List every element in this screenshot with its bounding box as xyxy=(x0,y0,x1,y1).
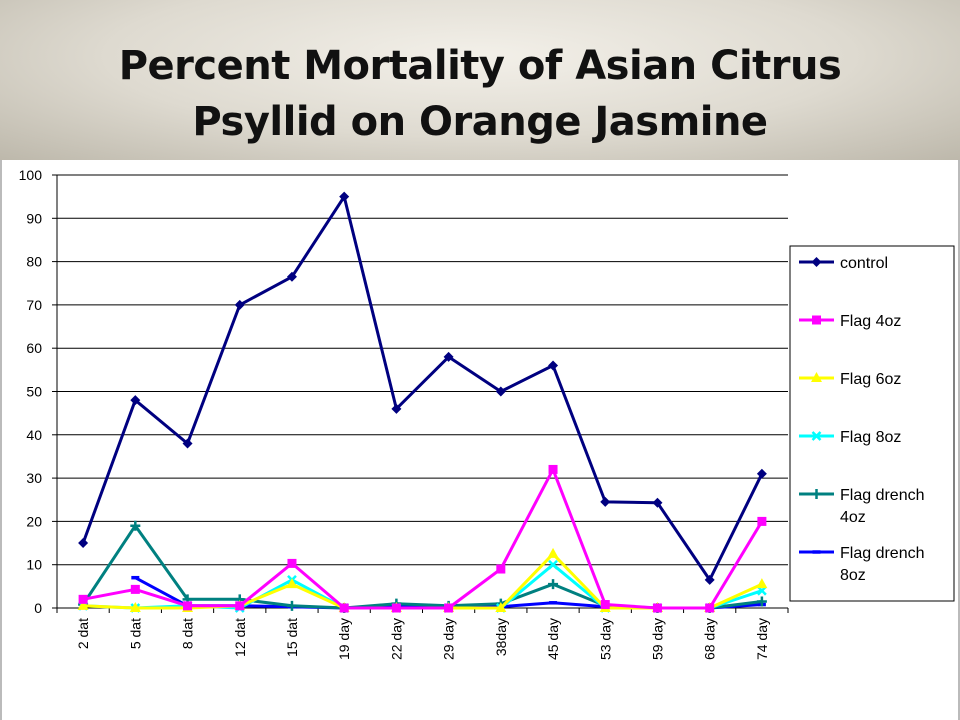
series-flag-drench-4oz xyxy=(78,520,767,613)
data-point xyxy=(130,520,141,531)
chart-title-line-1: Percent Mortality of Asian Citrus xyxy=(118,43,842,89)
data-point xyxy=(339,603,349,613)
x-tick-label: 12 dat xyxy=(232,618,248,657)
x-tick-label: 53 day xyxy=(597,618,613,660)
series-line xyxy=(82,467,764,610)
data-point xyxy=(182,438,193,449)
line-chart: 0 10 20 30 40 50 60 70 80 90 100 2 dat 5 dat 8 dat 12 … xyxy=(19,167,955,660)
series-line xyxy=(81,524,763,610)
y-tick-label: 90 xyxy=(26,210,42,226)
y-tick-label: 80 xyxy=(26,254,42,270)
x-tick-label: 2 dat xyxy=(75,618,91,649)
legend-label: Flag drench xyxy=(840,487,925,504)
x-tick-label: 74 day xyxy=(754,618,770,660)
data-point xyxy=(811,257,822,267)
y-tick-label: 60 xyxy=(26,340,42,356)
legend: control Flag 4oz Flag 6oz Flag 8oz Flag dren… xyxy=(789,245,955,602)
y-tick-label: 10 xyxy=(26,557,42,573)
data-point xyxy=(652,603,662,613)
x-tick-labels: 2 dat 5 dat 8 dat 12 dat 15 dat 19 day 22 day 2… xyxy=(75,618,770,660)
data-point xyxy=(339,191,350,202)
data-point xyxy=(235,601,245,611)
y-tick-label: 50 xyxy=(26,384,42,400)
legend-label: 8oz xyxy=(840,567,866,584)
data-point xyxy=(705,603,715,613)
series-line xyxy=(81,195,764,582)
data-point xyxy=(443,351,454,362)
legend-label: Flag drench xyxy=(840,545,925,562)
x-tick-label: 15 dat xyxy=(284,618,300,657)
data-point xyxy=(286,600,297,611)
data-point xyxy=(496,564,506,574)
data-point xyxy=(495,386,506,397)
data-point xyxy=(287,558,297,568)
chart-title: Percent Mortality of Asian Citrus Psylli… xyxy=(0,38,960,150)
data-point xyxy=(704,574,715,585)
x-tick-label: 5 dat xyxy=(127,618,143,649)
legend-item: Flag 8oz xyxy=(799,429,901,446)
data-point xyxy=(444,603,454,613)
data-point xyxy=(600,600,610,610)
data-point xyxy=(78,594,88,604)
chart-title-line-2: Psyllid on Orange Jasmine xyxy=(192,99,768,145)
data-point xyxy=(756,578,768,589)
x-tick-label: 29 day xyxy=(441,618,457,660)
x-tick-label: 68 day xyxy=(702,618,718,660)
chart-area: 0 10 20 30 40 50 60 70 80 90 100 2 dat 5 dat 8 dat 12 … xyxy=(0,160,960,720)
series-flag-4oz xyxy=(78,464,767,613)
x-tick-label: 45 day xyxy=(545,618,561,660)
data-point xyxy=(391,403,402,414)
legend-box xyxy=(789,245,955,602)
legend-item: Flag 6oz xyxy=(799,371,901,388)
data-point xyxy=(811,489,822,499)
data-point xyxy=(129,602,141,612)
data-point xyxy=(600,496,611,507)
y-tick-label: 70 xyxy=(26,297,42,313)
data-point xyxy=(548,464,558,474)
data-point xyxy=(234,299,245,310)
data-point xyxy=(756,468,767,479)
data-point xyxy=(183,601,193,611)
data-point xyxy=(286,271,297,282)
data-point xyxy=(548,579,559,590)
data-point xyxy=(547,547,559,558)
y-tick-label: 100 xyxy=(19,167,43,183)
y-tick-label: 20 xyxy=(26,513,42,529)
data-point xyxy=(548,360,559,371)
x-tick-label: 19 day xyxy=(336,618,352,660)
x-tick-label: 22 day xyxy=(388,618,404,660)
data-point xyxy=(756,596,767,607)
x-tick-label: 8 dat xyxy=(180,618,196,649)
data-point xyxy=(757,516,767,526)
slide-header: Percent Mortality of Asian Citrus Psylli… xyxy=(0,0,960,160)
legend-item: Flag drench 8oz xyxy=(799,545,925,584)
legend-item: Flag drench 4oz xyxy=(799,487,925,526)
data-point xyxy=(77,599,89,610)
series-control xyxy=(78,191,767,585)
data-point xyxy=(548,559,558,570)
legend-label: 4oz xyxy=(840,509,866,526)
data-point xyxy=(286,578,298,589)
legend-label: Flag 8oz xyxy=(840,429,901,446)
legend-label: Flag 4oz xyxy=(840,313,901,330)
data-point xyxy=(130,395,141,406)
data-point xyxy=(130,584,140,594)
gridlines: 0 10 20 30 40 50 60 70 80 90 100 xyxy=(19,167,788,616)
legend-item: control xyxy=(799,255,888,272)
data-point xyxy=(811,372,822,382)
data-point xyxy=(391,603,401,613)
x-tick-label: 59 day xyxy=(649,618,665,660)
data-point xyxy=(812,315,821,325)
legend-item: Flag 4oz xyxy=(799,313,901,330)
y-tick-label: 30 xyxy=(26,470,42,486)
y-tick-label: 0 xyxy=(34,600,42,616)
legend-label: Flag 6oz xyxy=(840,371,901,388)
data-point xyxy=(495,602,507,612)
data-point xyxy=(652,497,663,508)
y-tick-label: 40 xyxy=(26,427,42,443)
legend-label: control xyxy=(840,255,888,272)
x-tick-label: 38day xyxy=(493,618,509,656)
data-point xyxy=(78,538,89,549)
data-point xyxy=(811,431,822,441)
